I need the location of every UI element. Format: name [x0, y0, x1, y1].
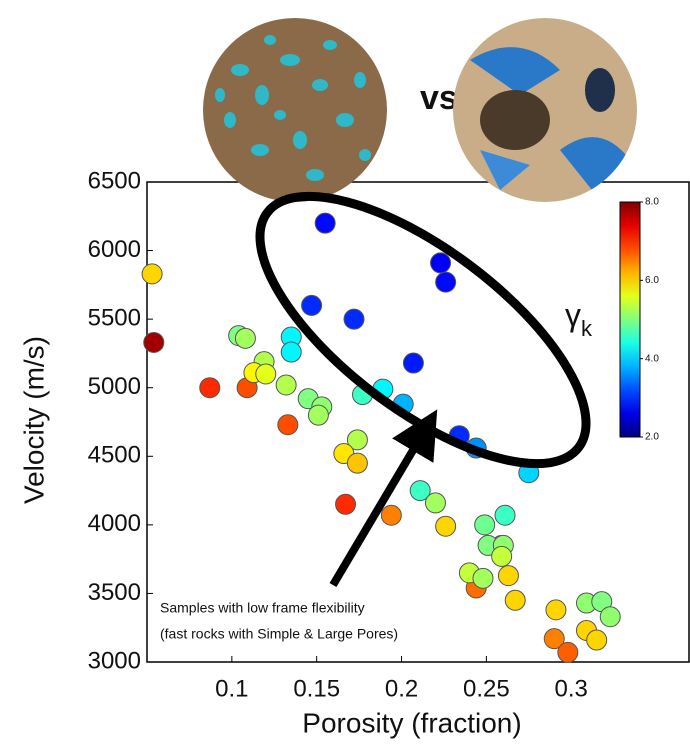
point: [557, 641, 579, 663]
point: [491, 545, 513, 567]
point: [343, 308, 365, 330]
point: [301, 294, 323, 316]
y-tick-label: 3000: [88, 647, 141, 674]
point: [255, 363, 277, 385]
colorbar-label: γk: [565, 297, 593, 340]
colorbar-tick-label: 4.0: [645, 353, 659, 364]
point: [380, 504, 402, 526]
point: [494, 504, 516, 526]
colorbar-tick-label: 2.0: [645, 432, 659, 443]
annotation: (fast rocks with Simple & Large Pores): [160, 626, 398, 642]
point: [346, 429, 368, 451]
point: [497, 565, 519, 587]
y-tick-label: 4500: [88, 442, 141, 469]
point: [141, 263, 163, 285]
point: [280, 341, 302, 363]
colorbar-symbol: γ: [565, 297, 581, 333]
x-tick-label: 0.1: [215, 675, 248, 702]
point: [234, 327, 256, 349]
point: [472, 567, 494, 589]
x-axis-label: Porosity (fraction): [302, 707, 521, 738]
point: [435, 271, 457, 293]
highlight-ellipse: [255, 191, 591, 469]
point: [335, 493, 357, 515]
annotation: Samples with low frame flexibility: [160, 600, 365, 616]
y-tick-label: 3500: [88, 579, 141, 606]
y-tick-label: 6500: [88, 167, 141, 194]
photo-right: [453, 18, 637, 202]
y-tick-label: 5500: [88, 304, 141, 331]
colorbar-tick-label: 8.0: [645, 197, 659, 208]
y-tick-label: 4000: [88, 510, 141, 537]
point: [314, 212, 336, 234]
point: [409, 480, 431, 502]
point: [277, 414, 299, 436]
colorbar: [619, 201, 641, 438]
point: [275, 374, 297, 396]
point: [307, 404, 329, 426]
point: [586, 629, 608, 651]
y-axis-label: Velocity (m/s): [18, 336, 49, 504]
x-tick-label: 0.25: [463, 675, 510, 702]
colorbar-subscript: k: [581, 316, 593, 341]
point: [402, 352, 424, 374]
x-tick-label: 0.3: [555, 675, 588, 702]
arrow: [329, 409, 438, 588]
point: [543, 628, 565, 650]
point: [435, 515, 457, 537]
y-tick-label: 5000: [88, 373, 141, 400]
point: [474, 514, 496, 536]
point: [346, 452, 368, 474]
point: [545, 599, 567, 621]
point: [143, 331, 165, 353]
colorbar-tick-label: 6.0: [645, 275, 659, 286]
photo-left: [203, 18, 387, 202]
point: [430, 252, 452, 274]
plot-frame: [146, 181, 690, 663]
y-tick-label: 6000: [88, 236, 141, 263]
x-tick-label: 0.2: [385, 675, 418, 702]
x-tick-label: 0.15: [293, 675, 340, 702]
point: [199, 377, 221, 399]
point: [504, 589, 526, 611]
point: [599, 606, 621, 628]
point: [424, 492, 446, 514]
